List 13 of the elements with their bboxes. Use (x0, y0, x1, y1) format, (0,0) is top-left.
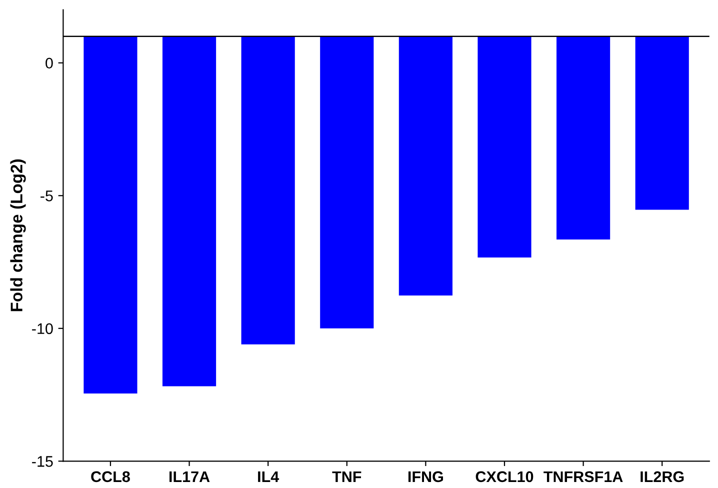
y-tick-label: 0 (46, 58, 53, 69)
y-tick-label: -5 (40, 190, 53, 202)
x-tick-label: TNF (332, 471, 362, 482)
x-tick-label: IFNG (408, 471, 443, 482)
y-tick-label: -15 (32, 456, 53, 467)
x-tick-label: CXCL10 (476, 471, 534, 482)
y-tick-label: -10 (32, 323, 53, 334)
x-tick-label: IL4 (258, 471, 280, 482)
x-tick-label: TNFRSF1A (544, 471, 623, 482)
x-tick-label: IL2RG (640, 471, 684, 482)
y-axis-title: Fold change (Log2) (10, 159, 26, 312)
x-tick-label: CCL8 (91, 471, 130, 482)
x-tick-label: IL17A (169, 471, 210, 482)
